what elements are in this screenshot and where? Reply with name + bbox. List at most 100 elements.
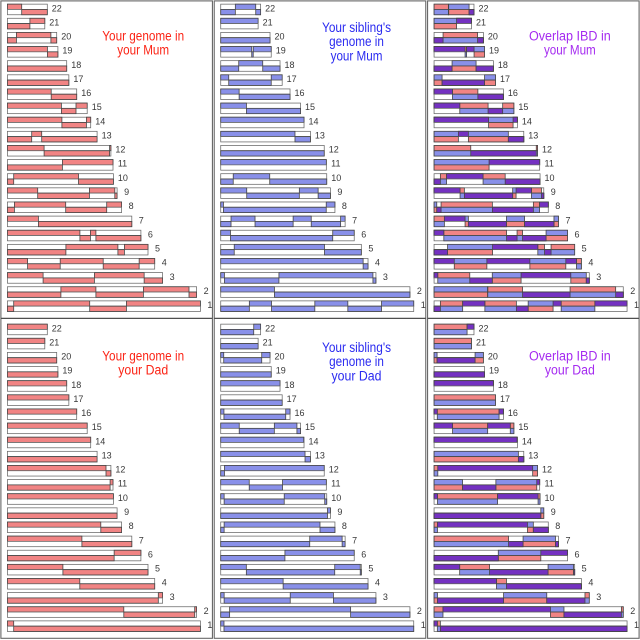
svg-text:20: 20 bbox=[275, 352, 285, 362]
svg-text:Your genome in: Your genome in bbox=[102, 348, 184, 363]
svg-text:4: 4 bbox=[375, 258, 380, 268]
svg-text:6: 6 bbox=[575, 549, 580, 559]
svg-text:12: 12 bbox=[115, 145, 125, 155]
svg-text:17: 17 bbox=[500, 74, 510, 84]
svg-text:11: 11 bbox=[118, 479, 127, 489]
svg-text:9: 9 bbox=[124, 507, 129, 517]
svg-text:genome in: genome in bbox=[329, 354, 384, 369]
svg-text:22: 22 bbox=[478, 323, 488, 333]
svg-text:Overlap IBD in: Overlap IBD in bbox=[529, 28, 611, 43]
svg-text:your Mum: your Mum bbox=[544, 43, 596, 58]
svg-text:20: 20 bbox=[61, 352, 71, 362]
svg-text:13: 13 bbox=[528, 450, 538, 460]
svg-text:22: 22 bbox=[265, 3, 275, 13]
svg-text:1: 1 bbox=[634, 300, 639, 310]
svg-text:5: 5 bbox=[368, 564, 373, 574]
svg-text:16: 16 bbox=[295, 88, 305, 98]
svg-text:Your sibling's: Your sibling's bbox=[322, 20, 391, 35]
svg-text:15: 15 bbox=[92, 422, 102, 432]
svg-text:your Dad: your Dad bbox=[545, 363, 595, 378]
svg-text:9: 9 bbox=[337, 507, 342, 517]
svg-text:14: 14 bbox=[522, 436, 532, 446]
svg-text:13: 13 bbox=[102, 130, 112, 140]
svg-text:10: 10 bbox=[545, 493, 555, 503]
svg-text:19: 19 bbox=[489, 366, 499, 376]
svg-text:12: 12 bbox=[542, 465, 552, 475]
svg-text:2: 2 bbox=[630, 606, 635, 616]
svg-text:8: 8 bbox=[555, 201, 560, 211]
svg-text:18: 18 bbox=[498, 60, 508, 70]
svg-text:17: 17 bbox=[287, 74, 297, 84]
svg-text:6: 6 bbox=[148, 229, 153, 239]
svg-text:6: 6 bbox=[361, 549, 366, 559]
svg-text:your Mum: your Mum bbox=[117, 43, 169, 58]
svg-text:8: 8 bbox=[342, 521, 347, 531]
svg-text:21: 21 bbox=[49, 337, 59, 347]
svg-text:14: 14 bbox=[522, 116, 532, 126]
svg-text:genome in: genome in bbox=[329, 34, 384, 49]
svg-text:15: 15 bbox=[305, 422, 315, 432]
svg-text:20: 20 bbox=[488, 352, 498, 362]
svg-text:19: 19 bbox=[276, 366, 286, 376]
svg-text:5: 5 bbox=[155, 244, 160, 254]
svg-text:17: 17 bbox=[73, 394, 83, 404]
svg-text:4: 4 bbox=[375, 578, 380, 588]
svg-text:2: 2 bbox=[204, 606, 209, 616]
svg-text:16: 16 bbox=[508, 88, 518, 98]
svg-text:18: 18 bbox=[71, 60, 81, 70]
svg-text:8: 8 bbox=[129, 201, 134, 211]
svg-text:12: 12 bbox=[115, 465, 125, 475]
svg-text:17: 17 bbox=[73, 74, 83, 84]
svg-text:14: 14 bbox=[309, 116, 319, 126]
svg-text:22: 22 bbox=[52, 3, 62, 13]
svg-text:18: 18 bbox=[285, 380, 295, 390]
svg-text:9: 9 bbox=[124, 187, 129, 197]
svg-text:17: 17 bbox=[287, 394, 297, 404]
svg-text:7: 7 bbox=[139, 215, 144, 225]
svg-text:19: 19 bbox=[276, 46, 286, 56]
svg-text:10: 10 bbox=[331, 173, 341, 183]
svg-text:Your sibling's: Your sibling's bbox=[322, 340, 391, 355]
svg-text:6: 6 bbox=[148, 549, 153, 559]
svg-text:22: 22 bbox=[265, 323, 275, 333]
svg-text:7: 7 bbox=[565, 215, 570, 225]
svg-text:5: 5 bbox=[582, 564, 587, 574]
svg-text:5: 5 bbox=[582, 244, 587, 254]
svg-text:7: 7 bbox=[352, 215, 357, 225]
svg-text:13: 13 bbox=[102, 450, 112, 460]
svg-text:8: 8 bbox=[555, 521, 560, 531]
svg-text:3: 3 bbox=[170, 272, 175, 282]
svg-text:7: 7 bbox=[352, 535, 357, 545]
svg-text:11: 11 bbox=[544, 479, 553, 489]
svg-text:7: 7 bbox=[139, 535, 144, 545]
svg-text:10: 10 bbox=[118, 173, 128, 183]
svg-text:1: 1 bbox=[634, 620, 639, 630]
svg-text:22: 22 bbox=[52, 323, 62, 333]
svg-text:3: 3 bbox=[596, 592, 601, 602]
svg-text:4: 4 bbox=[162, 258, 167, 268]
svg-text:11: 11 bbox=[118, 159, 127, 169]
svg-text:15: 15 bbox=[92, 102, 102, 112]
svg-text:1: 1 bbox=[207, 300, 212, 310]
svg-text:21: 21 bbox=[263, 17, 273, 27]
svg-text:6: 6 bbox=[575, 229, 580, 239]
svg-text:1: 1 bbox=[421, 300, 426, 310]
svg-text:3: 3 bbox=[596, 272, 601, 282]
svg-text:11: 11 bbox=[544, 159, 553, 169]
svg-text:1: 1 bbox=[421, 620, 426, 630]
svg-text:9: 9 bbox=[551, 187, 556, 197]
svg-text:12: 12 bbox=[329, 465, 339, 475]
svg-text:14: 14 bbox=[309, 436, 319, 446]
svg-text:22: 22 bbox=[478, 3, 488, 13]
svg-text:18: 18 bbox=[71, 380, 81, 390]
svg-text:5: 5 bbox=[155, 564, 160, 574]
svg-text:8: 8 bbox=[342, 201, 347, 211]
svg-text:1: 1 bbox=[207, 620, 212, 630]
svg-text:4: 4 bbox=[162, 578, 167, 588]
svg-text:14: 14 bbox=[95, 116, 105, 126]
svg-text:11: 11 bbox=[331, 479, 340, 489]
svg-text:10: 10 bbox=[331, 493, 341, 503]
svg-text:20: 20 bbox=[275, 32, 285, 42]
svg-text:8: 8 bbox=[129, 521, 134, 531]
svg-text:13: 13 bbox=[315, 130, 325, 140]
